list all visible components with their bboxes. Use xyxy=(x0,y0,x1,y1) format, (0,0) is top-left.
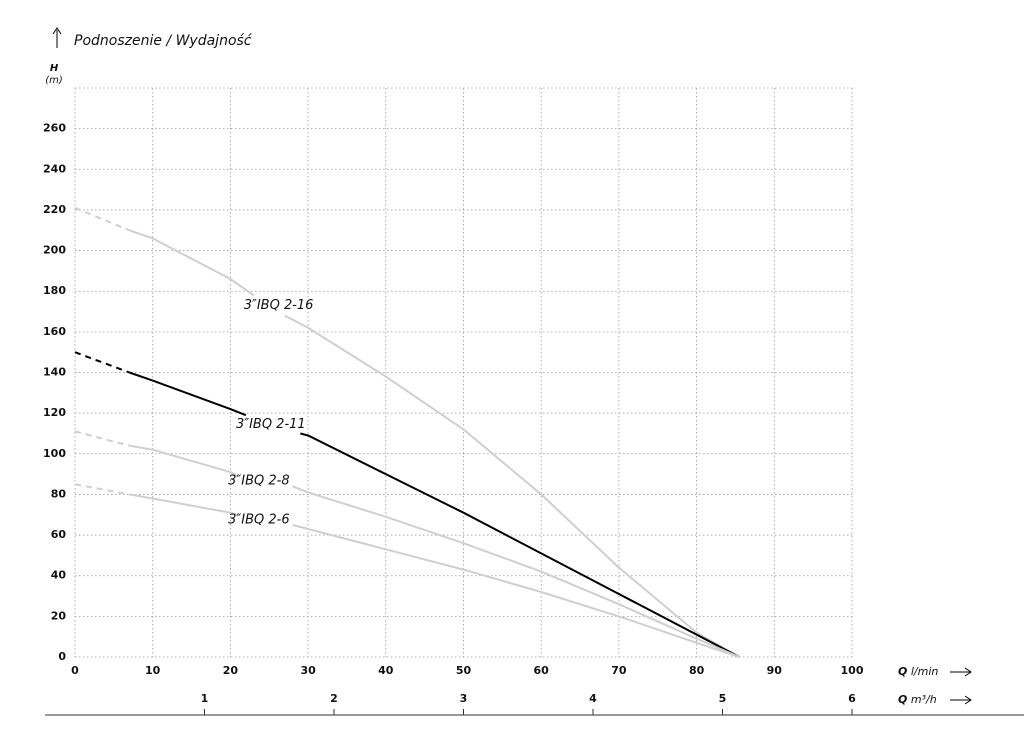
x2-tick-label: 2 xyxy=(330,692,338,705)
y-tick-label: 100 xyxy=(43,447,66,460)
y-tick-label: 60 xyxy=(51,528,67,541)
arrow xyxy=(950,695,972,705)
y-tick-label: 40 xyxy=(51,569,67,582)
y-tick-label: 140 xyxy=(43,366,66,379)
y-tick-label: 200 xyxy=(43,244,66,257)
y-tick-label: 180 xyxy=(43,284,66,297)
y-unit: (m) xyxy=(45,75,63,86)
series-label: 3″IBQ 2-8 xyxy=(228,474,289,489)
curve xyxy=(300,432,740,658)
x-tick-label: 90 xyxy=(767,664,783,677)
curve xyxy=(129,493,239,516)
x-tick-label: 40 xyxy=(378,664,394,677)
x2-label-unit: m³/h xyxy=(911,693,937,706)
y-tick-label: 240 xyxy=(43,162,66,175)
curve xyxy=(129,444,239,477)
x-tick-label: 100 xyxy=(841,664,864,677)
curve xyxy=(129,371,247,417)
y-tick-label: 160 xyxy=(43,325,66,338)
x2-label: Q m³/h xyxy=(898,693,937,706)
curve xyxy=(74,483,130,496)
x-label: Q l/min xyxy=(898,665,938,678)
x-tick-label: 70 xyxy=(611,664,627,677)
x-tick-label: 30 xyxy=(300,664,316,677)
x-label-unit: l/min xyxy=(911,665,939,678)
x2-tick-label: 3 xyxy=(460,692,468,705)
arrow xyxy=(52,27,62,35)
y-tick-label: 260 xyxy=(43,122,66,135)
x-tick-label: 10 xyxy=(145,664,161,677)
curve xyxy=(74,430,130,447)
x2-tick-label: 6 xyxy=(848,692,856,705)
curve xyxy=(74,206,130,232)
x-tick-label: 60 xyxy=(534,664,550,677)
curve xyxy=(284,314,740,658)
curve xyxy=(74,351,130,374)
series-label: 3″IBQ 2-6 xyxy=(228,512,289,527)
series-label: 3″IBQ 2-16 xyxy=(244,298,314,313)
y-tick-label: 120 xyxy=(43,406,66,419)
x-tick-label: 80 xyxy=(689,664,705,677)
x2-label-symbol: Q xyxy=(898,693,907,706)
curve xyxy=(292,485,740,658)
curve xyxy=(292,523,740,658)
x2-tick-label: 5 xyxy=(719,692,727,705)
x2-tick-label: 1 xyxy=(201,692,209,705)
y-tick-label: 20 xyxy=(51,609,67,622)
x-tick-label: 50 xyxy=(456,664,472,677)
y-label: H xyxy=(50,63,59,74)
arrow xyxy=(950,667,972,677)
x2-tick-label: 4 xyxy=(589,692,597,705)
y-tick-label: 220 xyxy=(43,203,66,216)
series-label: 3″IBQ 2-11 xyxy=(236,417,306,432)
x-tick-label: 20 xyxy=(223,664,239,677)
chart-title: Podnoszenie / Wydajność xyxy=(74,33,253,49)
y-tick-label: 80 xyxy=(51,487,67,500)
x-label-symbol: Q xyxy=(898,665,907,678)
y-tick-label: 0 xyxy=(58,650,66,663)
x-tick-label: 0 xyxy=(71,664,79,677)
curve xyxy=(129,229,255,297)
